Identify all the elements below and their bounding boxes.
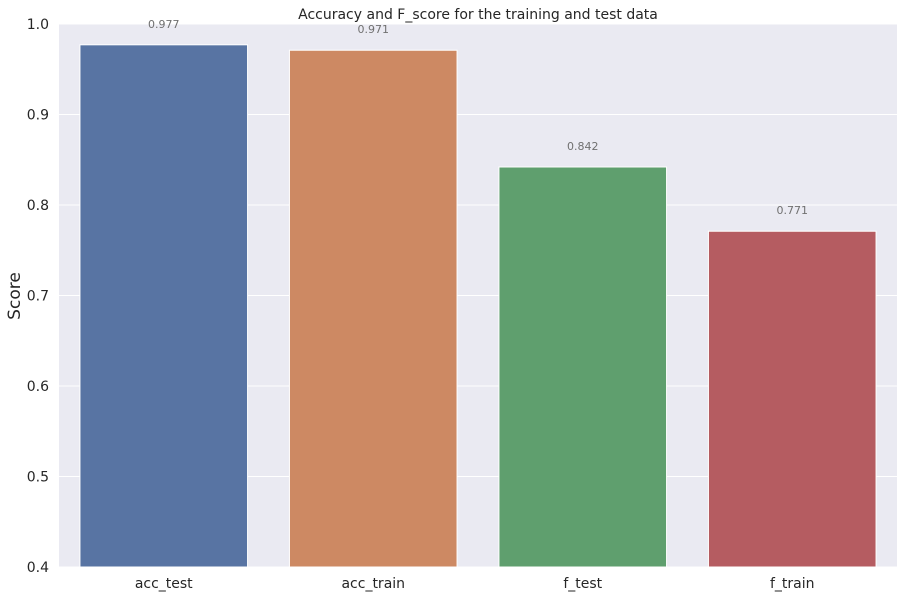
bar-f-test xyxy=(498,166,668,568)
bar-f-train xyxy=(707,230,877,568)
y-tick-label: 0.8 xyxy=(27,198,49,214)
data-label: 0.771 xyxy=(777,204,809,217)
y-axis-label: Score xyxy=(5,272,25,320)
x-tick-label: f_test xyxy=(563,576,602,592)
y-axis-ticks: 0.4 0.5 0.6 0.7 0.8 0.9 1.0 xyxy=(27,17,49,576)
data-labels: 0.977 0.971 0.842 0.771 xyxy=(148,18,808,217)
y-tick-label: 1.0 xyxy=(27,17,49,33)
y-tick-label: 0.4 xyxy=(27,560,49,576)
x-tick-label: f_train xyxy=(770,576,815,592)
data-label: 0.977 xyxy=(148,18,180,31)
y-tick-label: 0.9 xyxy=(27,108,49,124)
y-tick-label: 0.6 xyxy=(27,379,49,395)
x-tick-label: acc_test xyxy=(135,576,193,592)
bars xyxy=(79,44,877,568)
chart-title: Accuracy and F_score for the training an… xyxy=(298,7,658,23)
bar-acc-test xyxy=(79,44,249,568)
y-tick-label: 0.5 xyxy=(27,470,49,486)
y-tick-label: 0.7 xyxy=(27,289,49,305)
data-label: 0.971 xyxy=(358,23,390,36)
x-axis-ticks: acc_test acc_train f_test f_train xyxy=(135,576,815,592)
data-label: 0.842 xyxy=(567,140,599,153)
bar-acc-train xyxy=(288,49,458,568)
x-tick-label: acc_train xyxy=(341,576,405,592)
